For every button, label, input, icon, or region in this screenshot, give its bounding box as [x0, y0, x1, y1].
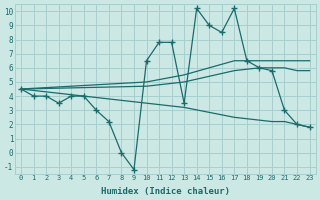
X-axis label: Humidex (Indice chaleur): Humidex (Indice chaleur): [101, 187, 230, 196]
